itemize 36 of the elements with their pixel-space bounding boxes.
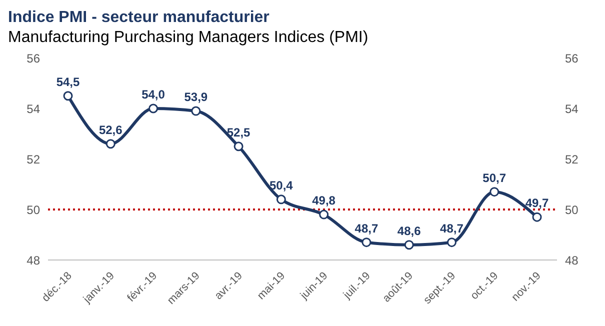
data-label: 54,5: [56, 74, 80, 89]
y-tick-label: 48: [26, 253, 40, 268]
data-label: 53,9: [184, 90, 208, 104]
data-label: 49,7: [525, 196, 549, 210]
point: [532, 212, 542, 222]
data-label: 50,4: [270, 178, 294, 192]
y-tick-label: 54: [26, 102, 40, 116]
y-tick-label: 56: [26, 51, 40, 66]
chart-title: Indice PMI - secteur manufacturier: [8, 8, 270, 28]
chart-subtitle: Manufacturing Purchasing Managers Indices (PMI): [8, 28, 370, 48]
point: [106, 139, 116, 149]
data-label: 49,8: [312, 194, 336, 208]
point: [404, 240, 414, 250]
data-label: 50,7: [482, 170, 506, 185]
point: [148, 104, 158, 114]
y2-tick-label: 56: [565, 51, 579, 66]
data-label: 48,7: [354, 221, 378, 236]
y-tick-label: 52: [26, 152, 40, 166]
y2-tick-label: 48: [565, 253, 579, 268]
point: [191, 106, 201, 116]
point: [446, 238, 456, 248]
data-label: 48,7: [440, 221, 464, 236]
point: [276, 194, 286, 204]
data-label: 52,5: [226, 125, 251, 140]
data-label: 54,0: [142, 88, 166, 102]
y2-tick-label: 50: [565, 202, 579, 217]
data-label: 48,6: [397, 224, 422, 238]
point: [319, 210, 329, 220]
y-tick-label: 50: [26, 202, 40, 217]
y2-tick-label: 54: [565, 102, 579, 116]
point: [362, 238, 372, 248]
point: [63, 91, 73, 101]
point: [490, 187, 500, 197]
y2-tick-label: 52: [565, 152, 579, 166]
data-label: 52,6: [98, 122, 123, 137]
point: [234, 142, 244, 152]
